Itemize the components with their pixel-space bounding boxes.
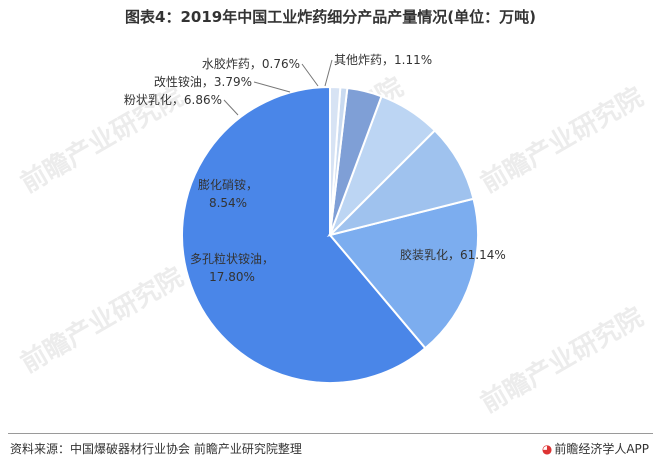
qianzhan-logo-icon: ◕ — [541, 442, 553, 456]
leader-line — [301, 63, 319, 87]
slice-label: 水胶炸药，0.76% — [202, 56, 300, 71]
pie-slice — [181, 85, 427, 384]
leader-line — [223, 99, 239, 116]
slice-label: 胶装乳化，61.14% — [400, 247, 506, 262]
brand-label: ◕ 前瞻经济学人APP — [542, 440, 649, 457]
slice-label: 其他炸药，1.11% — [334, 53, 432, 67]
leader-line — [324, 59, 333, 87]
slice-label: 改性铵油，3.79% — [154, 74, 252, 89]
pie-slice — [329, 85, 342, 236]
pie-slice — [328, 197, 479, 350]
leader-line — [253, 81, 291, 93]
chart-title: 图表4：2019年中国工业炸药细分产品产量情况(单位：万吨) — [125, 8, 536, 26]
slice-label: 粉状乳化，6.86% — [124, 93, 222, 107]
source-note: 资料来源：中国爆破器材行业协会 前瞻产业研究院整理 — [10, 442, 302, 456]
brand-text: 前瞻经济学人APP — [554, 442, 649, 456]
slice-label: 膨化硝铵， 8.54% — [198, 177, 258, 210]
slice-label: 多孔粒状铵油， 17.80% — [190, 251, 274, 284]
footer-divider — [8, 433, 653, 434]
